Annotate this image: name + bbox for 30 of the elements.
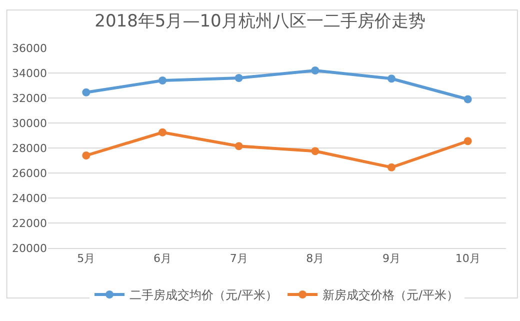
point [311,147,320,156]
y-tick-label: 32000 [12,92,47,105]
y-tick-label: 26000 [12,166,47,180]
legend-label: 新房成交价格（元/平米） [322,288,459,302]
point [158,128,166,136]
point [311,66,320,74]
x-tick-label: 7月 [230,252,248,266]
x-tick-label: 9月 [382,252,400,266]
y-tick-label: 24000 [12,192,47,205]
point [388,163,396,172]
point [82,152,90,160]
x-tick-label: 8月 [306,252,324,266]
point [158,76,166,84]
y-tick-label: 20000 [12,242,47,255]
point [464,95,472,104]
x-tick-label: 6月 [154,252,172,266]
x-tick-label: 5月 [77,252,96,266]
y-tick-label: 22000 [12,216,47,230]
y-tick-label: 30000 [12,116,47,130]
point [82,88,90,96]
point [464,137,472,146]
y-tick-label: 28000 [12,142,47,155]
point [234,142,243,150]
legend-label: 二手房成交均价（元/平米） [130,288,278,302]
point [388,74,396,83]
x-tick-label: 10月 [455,252,480,266]
chart-title: 2018年5月—10月杭州八区一二手房价走势 [94,11,426,32]
y-tick-label: 34000 [12,66,47,80]
point [234,74,243,82]
y-tick-label: 36000 [12,42,47,55]
